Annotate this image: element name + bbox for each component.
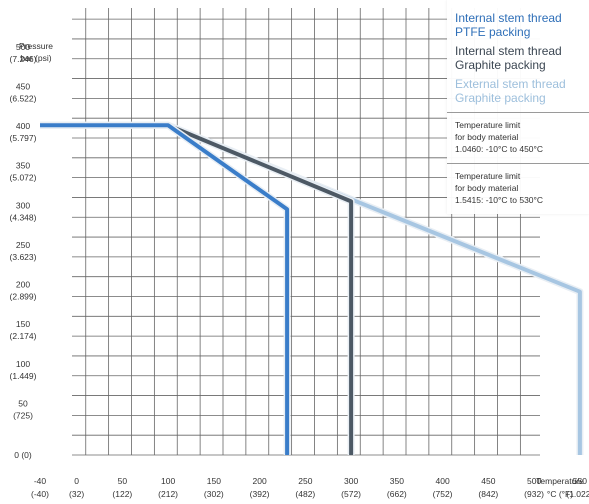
legend: Internal stem thread PTFE packing Internal… <box>447 0 589 214</box>
legend-entry-text: PTFE packing <box>455 25 531 39</box>
x-axis-title: Temperature °C (°F) <box>536 476 584 499</box>
x-tick-sublabel: (752) <box>433 489 453 499</box>
y-axis-title: Pressure bar (psi) <box>19 41 53 63</box>
y-tick-sublabel: (5.797) <box>10 133 37 143</box>
note-text: for body material <box>455 132 519 142</box>
x-tick-label: 150 <box>207 476 221 486</box>
y-tick-sublabel: (2.174) <box>10 331 37 341</box>
x-axis-ticks: -40 (-40) 0 (32) 50 (122) 100 (212) 150 (302) 200 (… <box>31 476 589 499</box>
y-tick-label: 400 <box>16 121 30 131</box>
x-axis-label: Temperature <box>536 476 584 486</box>
y-tick-sublabel: (4.348) <box>10 212 37 222</box>
y-tick-sublabel: (7.246) <box>10 54 37 64</box>
y-tick-sublabel: (2.899) <box>10 292 37 302</box>
note-text: Temperature limit <box>455 120 521 130</box>
y-tick-sublabel: (725) <box>13 410 33 420</box>
y-tick-sublabel: (5.072) <box>10 173 37 183</box>
x-tick-sublabel: (302) <box>204 489 224 499</box>
x-axis-units: °C (°F) <box>547 489 573 499</box>
series-line <box>40 123 354 455</box>
x-tick-label: 50 <box>118 476 128 486</box>
legend-items: Internal stem thread PTFE packing Internal… <box>447 0 589 112</box>
y-tick-label: 350 <box>16 161 30 171</box>
y-tick-label: 50 <box>18 398 28 408</box>
temperature-limit-note: Temperature limit for body material 1.5415… <box>447 163 589 214</box>
legend-entry: External stem thread Graphite packing <box>447 72 589 112</box>
note-text: for body material <box>455 183 519 193</box>
y-tick-label: 200 <box>16 280 30 290</box>
note-text: 1.0460: -10°C to 450°C <box>455 144 544 154</box>
x-tick-label: 100 <box>161 476 175 486</box>
x-tick-sublabel: (32) <box>69 489 84 499</box>
legend-entry: Internal stem thread PTFE packing <box>447 0 589 39</box>
x-tick-sublabel: (1.022) <box>566 489 589 499</box>
x-tick-label: 450 <box>481 476 495 486</box>
x-tick-label: 300 <box>344 476 358 486</box>
y-tick-sublabel: (6.522) <box>10 93 37 103</box>
x-tick-sublabel: (842) <box>478 489 498 499</box>
x-tick-label: 550 <box>573 476 587 486</box>
x-tick-sublabel: (122) <box>112 489 132 499</box>
legend-entry-text: Internal stem thread <box>455 44 562 58</box>
x-tick-label: 200 <box>253 476 267 486</box>
y-tick-label: 0 (0) <box>14 450 32 460</box>
note-text: 1.5415: -10°C to 530°C <box>455 195 544 205</box>
legend-entry: Internal stem thread Graphite packing <box>447 39 589 72</box>
legend-entry-text: External stem thread <box>455 77 566 91</box>
x-tick-label: 250 <box>298 476 312 486</box>
x-tick-sublabel: (482) <box>295 489 315 499</box>
y-axis-ticks: 0 (0) 50 (725) 100 (1.449) 150 (2.174) 200 (2.89… <box>10 42 37 460</box>
temperature-notes: Temperature limit for body material 1.0460… <box>447 112 589 214</box>
x-tick-sublabel: (572) <box>341 489 361 499</box>
y-axis-units: bar (psi) <box>20 53 51 63</box>
x-tick-label: 0 <box>74 476 79 486</box>
x-tick-sublabel: (392) <box>250 489 270 499</box>
x-tick-label: 350 <box>390 476 404 486</box>
x-tick-sublabel: (212) <box>158 489 178 499</box>
y-tick-label: 250 <box>16 240 30 250</box>
x-tick-label: -40 <box>34 476 47 486</box>
x-tick-sublabel: (-40) <box>31 489 49 499</box>
series-line-halo <box>40 121 355 455</box>
y-tick-label: 450 <box>16 81 30 91</box>
y-tick-label: 100 <box>16 359 30 369</box>
note-text: Temperature limit <box>455 171 521 181</box>
x-tick-sublabel: (662) <box>387 489 407 499</box>
x-tick-sublabel: (932) <box>524 489 544 499</box>
x-tick-label: 400 <box>436 476 450 486</box>
legend-entry-text: Graphite packing <box>455 91 546 105</box>
y-tick-sublabel: (1.449) <box>10 371 37 381</box>
series-line-halo <box>40 121 291 455</box>
y-tick-label: 500 <box>16 42 30 52</box>
legend-entry-text: Internal stem thread <box>455 11 562 25</box>
y-axis-label: Pressure <box>19 41 53 51</box>
y-tick-label: 300 <box>16 200 30 210</box>
x-tick-label: 500 <box>527 476 541 486</box>
y-tick-label: 150 <box>16 319 30 329</box>
y-tick-sublabel: (3.623) <box>10 252 37 262</box>
series-line <box>40 123 290 455</box>
legend-entry-text: Graphite packing <box>455 58 546 72</box>
chart-series <box>40 121 584 455</box>
temperature-limit-note: Temperature limit for body material 1.0460… <box>447 112 589 163</box>
